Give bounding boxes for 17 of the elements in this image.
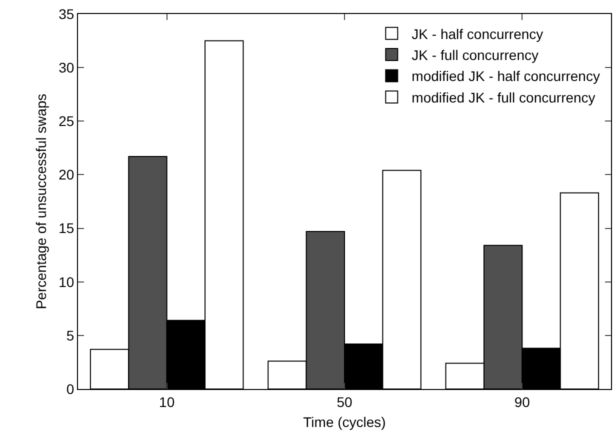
y-tick-label: 35	[58, 6, 74, 22]
x-tick-label: 90	[514, 394, 530, 410]
y-tick-label: 0	[66, 380, 74, 397]
y-tick-label: 15	[58, 220, 74, 236]
x-tick-label: 10	[159, 394, 175, 410]
y-tick-label: 10	[58, 274, 74, 290]
y-tick-label: 25	[58, 113, 74, 130]
legend-label: modified JK - full concurrency	[412, 89, 596, 106]
legend-label: JK - half concurrency	[412, 26, 544, 42]
y-axis-title: Percentage of unsuccessful swaps	[33, 94, 50, 310]
y-tick-label: 5	[66, 327, 74, 344]
x-tick-label: 50	[336, 394, 352, 410]
y-tick-label: 20	[58, 166, 74, 183]
x-axis-title: Time (cycles)	[303, 414, 386, 430]
y-tick-label: 30	[58, 59, 74, 76]
legend-label: JK - full concurrency	[412, 47, 538, 64]
legend-label: modified JK - half concurrency	[412, 68, 600, 84]
